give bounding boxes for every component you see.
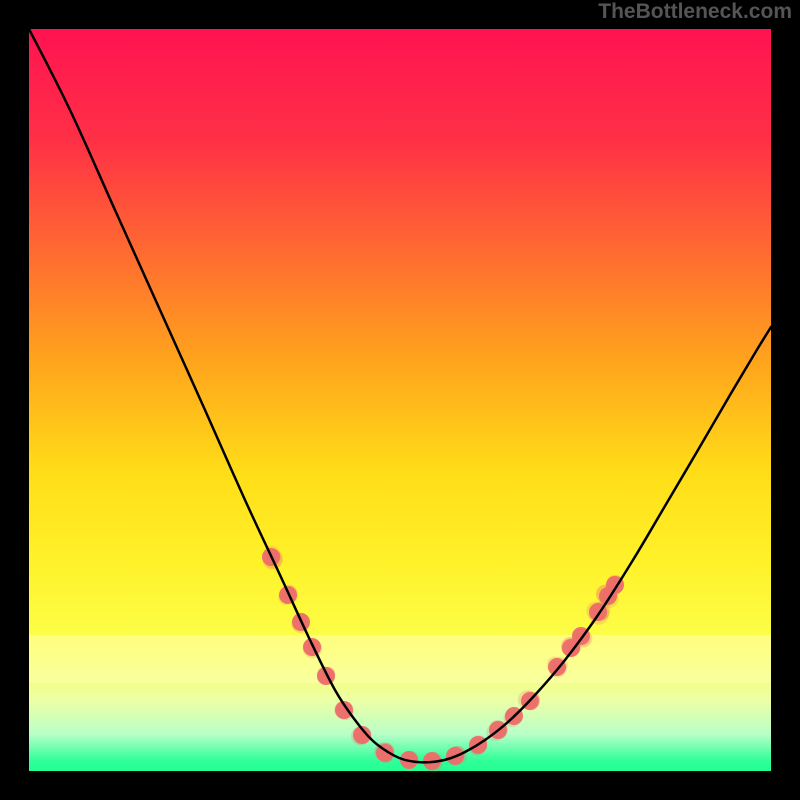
highlight-band: [29, 635, 771, 683]
bottleneck-chart: [0, 0, 800, 800]
watermark-text: TheBottleneck.com: [598, 0, 792, 24]
chart-container: TheBottleneck.com: [0, 0, 800, 800]
marker-dot: [317, 667, 335, 685]
